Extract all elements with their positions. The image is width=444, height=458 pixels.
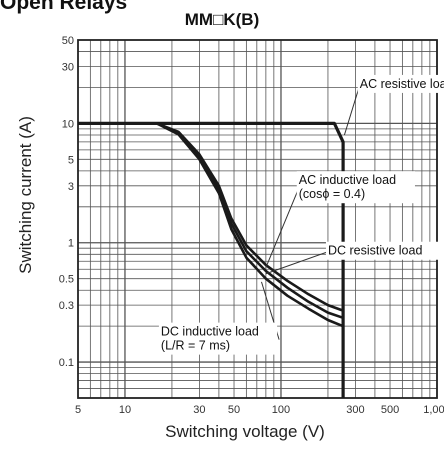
annotation-label: DC inductive load [161,325,259,339]
annotation-label: DC resistive load [328,244,423,258]
x-tick-label: 1,000 [423,404,444,416]
plot-frame [77,39,438,399]
y-tick-label: 10 [62,118,74,130]
x-axis-label: Switching voltage (V) [165,422,325,441]
x-tick-label: 300 [346,404,364,416]
annotation-label: AC resistive load [360,77,444,91]
y-axis-label: Switching current (A) [16,116,35,274]
annotation-leader [265,188,300,268]
y-tick-label: 1 [68,238,74,250]
annotation-bg [325,241,444,260]
annotation-bg [158,322,278,355]
x-tick-label: 500 [381,404,399,416]
annotation-leader [265,251,329,275]
x-tick-label: 50 [228,404,240,416]
series-line-3 [78,122,344,328]
y-tick-label: 0.5 [59,274,74,286]
y-tick-label: 5 [68,154,74,166]
annotation-leader [343,84,361,136]
y-tick-label: 3 [68,181,74,193]
page-heading: Open Relays [0,0,128,14]
annotation-label: (cosϕ = 0.4) [299,187,365,201]
x-tick-label: 100 [272,404,290,416]
y-tick-label: 0.3 [59,300,74,312]
annotation-bg [357,74,444,93]
y-tick-label: 30 [62,61,74,73]
annotation-label: (L/R = 7 ms) [161,339,230,353]
chart-title: MM□K(B) [184,10,260,29]
x-tick-label: 30 [193,404,205,416]
x-tick-label: 10 [119,404,131,416]
x-tick-label: 5 [75,404,81,416]
y-tick-label: 0.1 [59,357,74,369]
y-tick-label: 50 [62,35,74,47]
annotation-label: AC inductive load [299,173,396,187]
annotation-bg [296,171,415,204]
series-line-0 [78,121,345,398]
